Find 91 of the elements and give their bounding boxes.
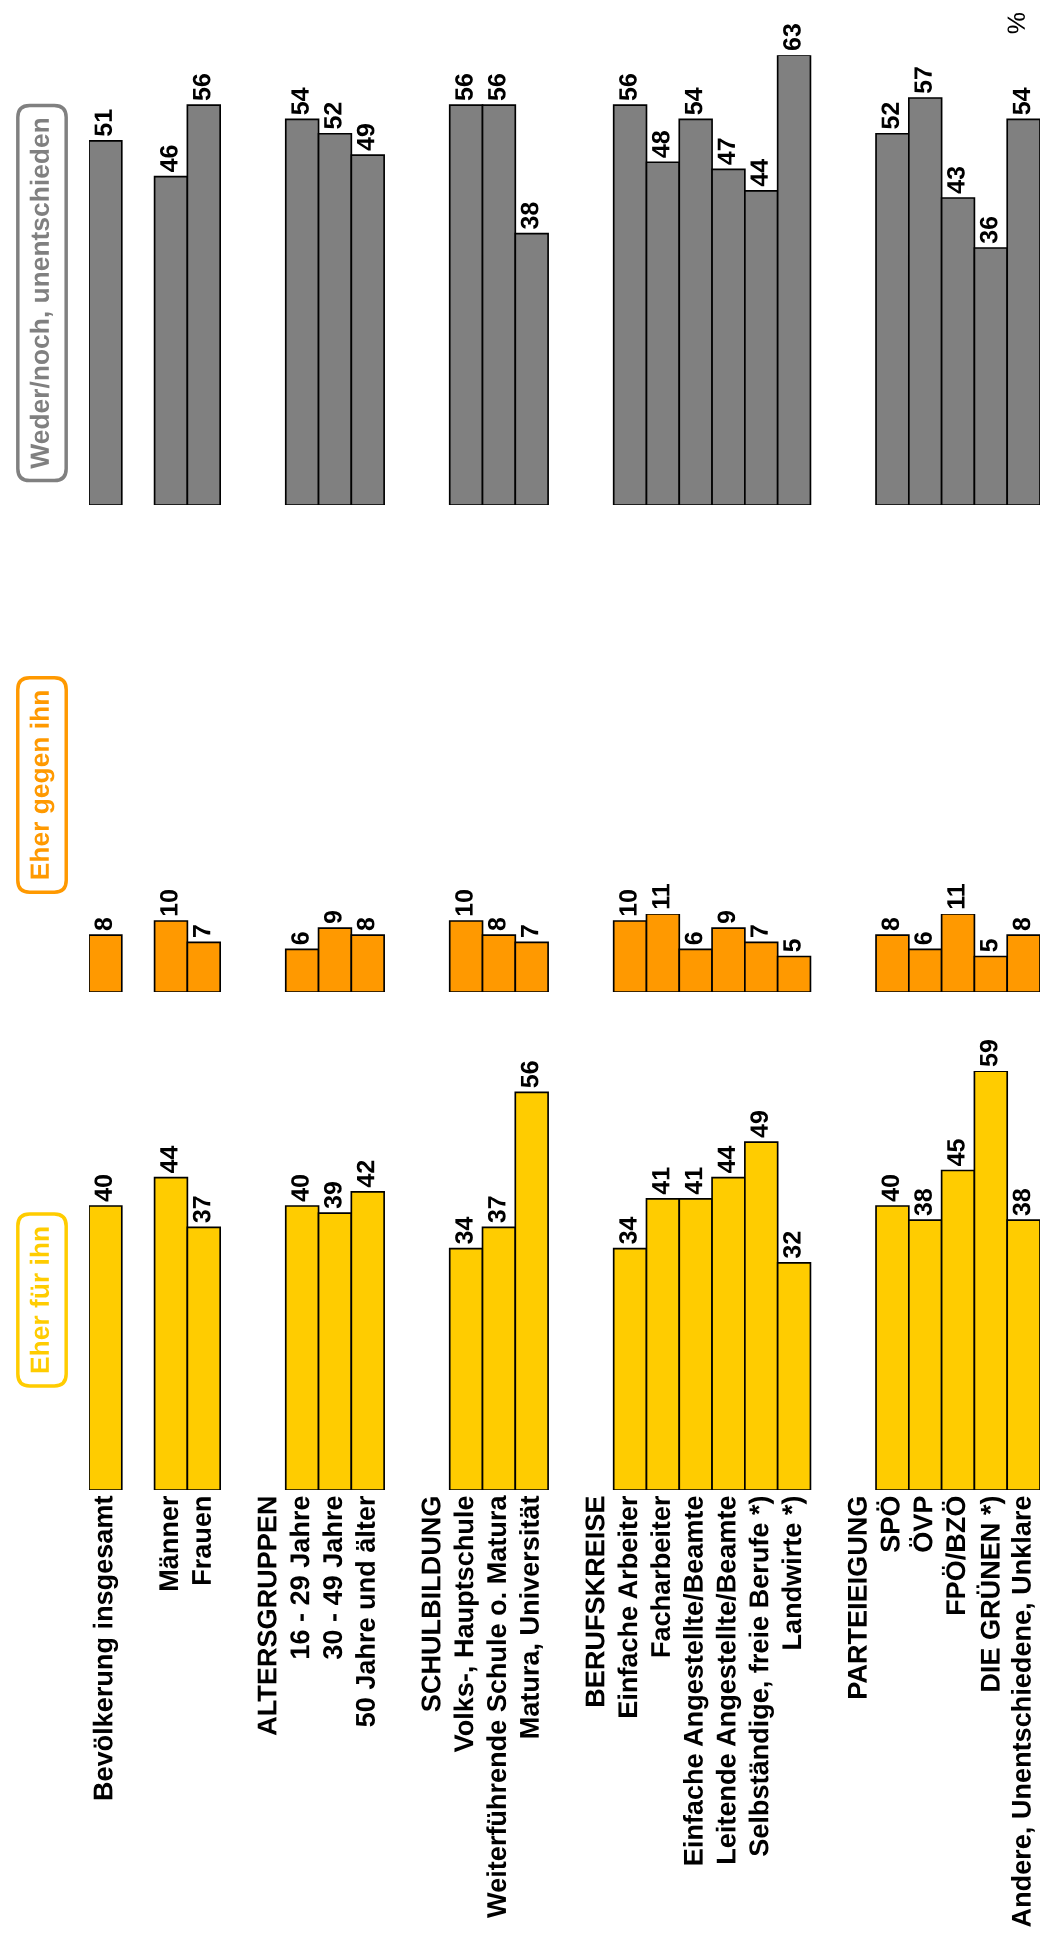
data-label: 8 bbox=[881, 917, 900, 931]
data-label: 8 bbox=[94, 917, 113, 931]
data-label: 32 bbox=[783, 1231, 801, 1259]
x-tick-label: Facharbeiter bbox=[650, 1495, 671, 1657]
bar bbox=[89, 140, 123, 505]
x-tick-label: BERUFSKREISE bbox=[585, 1496, 605, 1706]
bar bbox=[89, 1205, 123, 1490]
data-label: 10 bbox=[619, 890, 637, 916]
data-label: 38 bbox=[520, 202, 539, 229]
x-tick-label: Frauen bbox=[192, 1497, 212, 1585]
data-label: 6 bbox=[914, 932, 932, 945]
x-tick-label: Weiterführende Schule o. Matura bbox=[486, 1495, 507, 1918]
data-label: 52 bbox=[881, 102, 900, 129]
data-label: 47 bbox=[717, 138, 735, 165]
data-label: 44 bbox=[160, 1145, 178, 1174]
data-label: 48 bbox=[651, 131, 670, 158]
data-label: 7 bbox=[193, 925, 211, 938]
text: % bbox=[1007, 12, 1025, 34]
data-label: 39 bbox=[323, 1182, 342, 1209]
data-label: 37 bbox=[192, 1196, 211, 1223]
data-label: 38 bbox=[914, 1188, 932, 1216]
data-label: 11 bbox=[947, 884, 965, 909]
x-tick-label: 16 - 29 Jahre bbox=[289, 1496, 310, 1658]
x-tick-label: Einfache Angestellte/Beamte bbox=[682, 1496, 709, 1865]
data-label: 7 bbox=[520, 925, 539, 938]
data-label: 41 bbox=[652, 1167, 670, 1195]
x-tick-label: 30 - 49 Jahre bbox=[322, 1496, 343, 1660]
data-label: 44 bbox=[717, 1145, 735, 1174]
data-label: 56 bbox=[455, 74, 473, 101]
data-label: 11 bbox=[652, 884, 670, 909]
chart-title: Eher gegen ihn bbox=[29, 691, 55, 879]
data-label: 40 bbox=[291, 1175, 309, 1202]
bar bbox=[89, 934, 123, 992]
data-label: 37 bbox=[487, 1196, 506, 1223]
data-label: 7 bbox=[750, 925, 768, 938]
data-label: 49 bbox=[750, 1111, 768, 1138]
data-label: 45 bbox=[947, 1139, 965, 1166]
x-tick-label: Andere, Unentschiedene, Unklare bbox=[1010, 1496, 1035, 1927]
x-tick-label: Bevölkerung insgesamt bbox=[92, 1495, 119, 1800]
x-tick-label: Volks-, Hauptschule bbox=[453, 1496, 479, 1753]
x-tick-label: ALTERSGRUPPEN bbox=[257, 1497, 277, 1736]
data-label: 8 bbox=[1012, 917, 1031, 931]
x-tick-label: DIE GRÜNEN *) bbox=[976, 1496, 1006, 1691]
data-label: 63 bbox=[783, 24, 801, 51]
x-tick-label: SCHULBILDUNG bbox=[421, 1497, 441, 1712]
data-label: 56 bbox=[192, 74, 211, 101]
data-label: 43 bbox=[947, 166, 965, 194]
data-label: 5 bbox=[783, 939, 801, 952]
data-label: 40 bbox=[881, 1175, 900, 1202]
data-label: 34 bbox=[455, 1216, 473, 1244]
x-tick-label: FPÖ/BZÖ bbox=[941, 1496, 966, 1615]
data-label: 8 bbox=[356, 917, 375, 931]
text: Eher für ihn bbox=[29, 1227, 50, 1373]
data-label: 9 bbox=[717, 910, 736, 924]
data-label: 46 bbox=[159, 145, 178, 173]
data-label: 57 bbox=[914, 67, 932, 94]
data-label: 38 bbox=[1012, 1188, 1031, 1216]
x-tick-label: ÖVP bbox=[909, 1496, 933, 1552]
x-tick-label: Leitende Angestellte/Beamte bbox=[715, 1496, 742, 1863]
data-label: 41 bbox=[684, 1167, 703, 1195]
data-label: 42 bbox=[356, 1160, 375, 1188]
data-label: 36 bbox=[979, 216, 998, 244]
data-label: 5 bbox=[980, 939, 998, 952]
data-label: 40 bbox=[94, 1175, 113, 1202]
x-tick-label: 50 Jahre und älter bbox=[355, 1495, 376, 1727]
data-label: 54 bbox=[291, 87, 309, 115]
x-tick-label: Matura, Universität bbox=[519, 1495, 543, 1738]
data-label: 9 bbox=[323, 910, 342, 924]
data-label: 8 bbox=[487, 917, 506, 931]
data-label: 34 bbox=[619, 1216, 637, 1244]
data-label: 44 bbox=[750, 159, 768, 187]
data-label: 59 bbox=[979, 1040, 998, 1067]
data-label: 6 bbox=[291, 932, 309, 945]
x-tick-label: Männer bbox=[159, 1495, 179, 1591]
data-label: 54 bbox=[684, 87, 703, 115]
data-label: 56 bbox=[487, 74, 506, 101]
data-label: 51 bbox=[94, 109, 113, 136]
data-label: 10 bbox=[159, 890, 178, 916]
x-tick-label: Selbständige, freie Berufe *) bbox=[748, 1496, 774, 1856]
text: Weder/noch, unentschieden bbox=[29, 118, 53, 469]
data-label: 52 bbox=[323, 102, 342, 129]
x-tick-label: Landwirte *) bbox=[781, 1496, 807, 1649]
data-label: 49 bbox=[356, 124, 375, 151]
data-label: 54 bbox=[1012, 87, 1031, 115]
data-label: 6 bbox=[684, 932, 703, 945]
data-label: 56 bbox=[619, 74, 637, 101]
data-label: 10 bbox=[455, 890, 473, 916]
x-tick-label: SPÖ bbox=[876, 1496, 900, 1552]
x-tick-label: PARTEIEIGUNG bbox=[847, 1497, 867, 1698]
data-label: 56 bbox=[520, 1061, 539, 1088]
x-tick-label: Einfache Arbeiter bbox=[617, 1495, 638, 1717]
